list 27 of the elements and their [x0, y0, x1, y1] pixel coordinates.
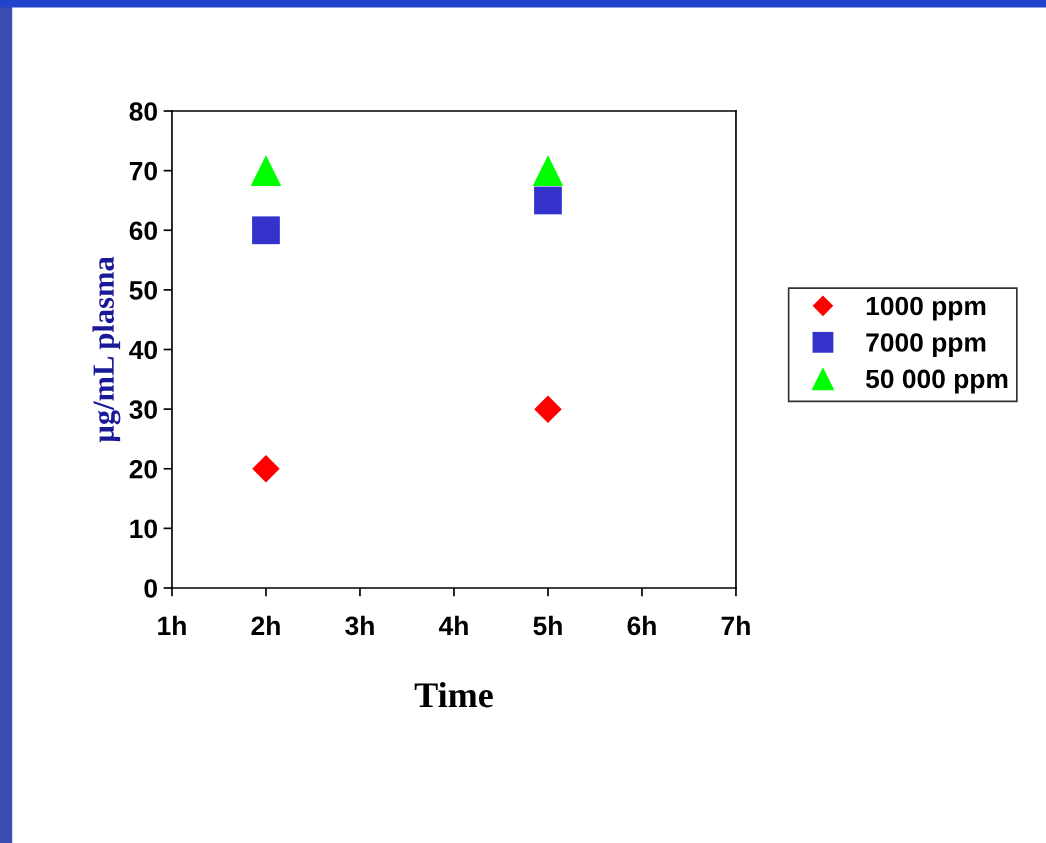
- point: [250, 155, 282, 186]
- point: [534, 395, 562, 423]
- point: [252, 455, 280, 483]
- y-tick-label: 80: [129, 102, 157, 121]
- point: [532, 155, 564, 186]
- y-tick-label: 50: [129, 281, 157, 300]
- y-tick-label: 30: [129, 400, 157, 419]
- y-tick-label: 70: [129, 161, 157, 181]
- legend-label: 7000 ppm: [866, 333, 986, 358]
- x-tick-label: 1h: [158, 615, 186, 635]
- legend-label: 50 000 ppm: [865, 369, 1008, 394]
- x-tick-label: 4h: [438, 615, 468, 635]
- point: [252, 216, 280, 245]
- x-tick-label: 7h: [721, 615, 750, 635]
- x-tick-label: 6h: [627, 615, 656, 636]
- y-axis-title: µg/mL plasma: [92, 256, 121, 443]
- x-tick-label: 3h: [345, 615, 374, 636]
- y-tick-label: 10: [130, 519, 157, 539]
- y-tick-label: 0: [144, 579, 157, 598]
- y-tick-label: 60: [129, 221, 157, 241]
- x-axis-title: Time: [414, 682, 493, 708]
- x-tick-label: 2h: [251, 615, 280, 635]
- x-tick-label: 5h: [533, 615, 562, 636]
- y-tick-label: 40: [129, 340, 157, 360]
- y-tick-label: 20: [129, 459, 157, 479]
- legend-label: 1000 ppm: [866, 296, 986, 321]
- point: [534, 186, 562, 215]
